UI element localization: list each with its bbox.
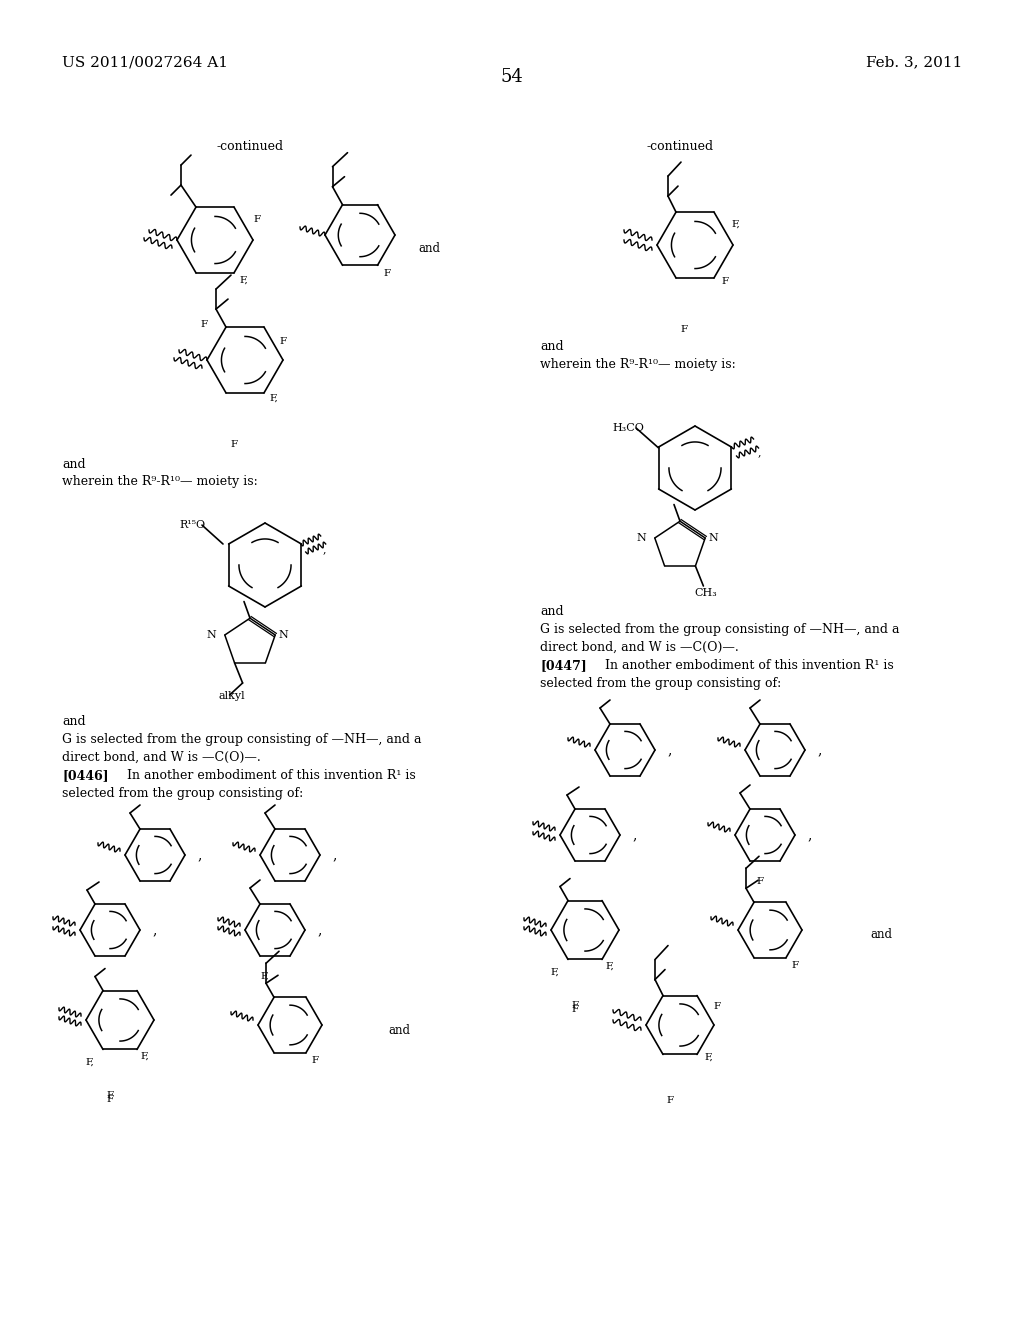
Text: wherein the R⁹-R¹⁰— moiety is:: wherein the R⁹-R¹⁰— moiety is: <box>540 358 736 371</box>
Text: F: F <box>680 325 687 334</box>
Text: F: F <box>253 215 260 223</box>
Text: and: and <box>62 458 86 471</box>
Text: alkyl: alkyl <box>219 690 246 701</box>
Text: G is selected from the group consisting of —NH—, and a: G is selected from the group consisting … <box>540 623 899 636</box>
Text: F: F <box>571 1002 579 1010</box>
Text: F: F <box>714 1002 721 1011</box>
Text: -continued: -continued <box>216 140 284 153</box>
Text: R¹⁵O: R¹⁵O <box>179 520 206 531</box>
Text: ,: , <box>817 743 821 756</box>
Text: selected from the group consisting of:: selected from the group consisting of: <box>540 677 781 690</box>
Text: ,: , <box>758 447 761 457</box>
Text: N: N <box>279 630 288 640</box>
Text: and: and <box>388 1023 410 1036</box>
Text: N: N <box>637 533 646 543</box>
Text: F: F <box>722 277 729 285</box>
Text: F: F <box>757 876 764 886</box>
Text: F: F <box>667 1097 674 1105</box>
Text: F,: F, <box>606 961 614 970</box>
Text: In another embodiment of this invention R¹ is: In another embodiment of this invention … <box>115 770 416 781</box>
Text: N: N <box>207 630 216 640</box>
Text: ,: , <box>632 828 636 842</box>
Text: F,: F, <box>240 276 249 284</box>
Text: ,: , <box>807 828 811 842</box>
Text: ,: , <box>317 923 322 937</box>
Text: F,: F, <box>269 393 279 403</box>
Text: F,: F, <box>140 1051 150 1060</box>
Text: F,: F, <box>86 1057 94 1067</box>
Text: 54: 54 <box>501 69 523 86</box>
Text: ,: , <box>332 847 336 862</box>
Text: CH₃: CH₃ <box>694 587 717 598</box>
Text: direct bond, and W is —C(O)—.: direct bond, and W is —C(O)—. <box>62 751 261 764</box>
Text: H₃CO: H₃CO <box>612 424 644 433</box>
Text: US 2011/0027264 A1: US 2011/0027264 A1 <box>62 55 228 69</box>
Text: direct bond, and W is —C(O)—.: direct bond, and W is —C(O)—. <box>540 642 738 653</box>
Text: and: and <box>870 928 892 941</box>
Text: F: F <box>571 1005 579 1014</box>
Text: -continued: -continued <box>646 140 714 153</box>
Text: F: F <box>106 1092 114 1101</box>
Text: F,: F, <box>705 1053 713 1061</box>
Text: F: F <box>792 961 799 970</box>
Text: ,: , <box>152 923 157 937</box>
Text: N: N <box>709 533 718 543</box>
Text: Feb. 3, 2011: Feb. 3, 2011 <box>865 55 962 69</box>
Text: G is selected from the group consisting of —NH—, and a: G is selected from the group consisting … <box>62 733 422 746</box>
Text: F,: F, <box>551 968 559 977</box>
Text: [0447]: [0447] <box>540 659 587 672</box>
Text: selected from the group consisting of:: selected from the group consisting of: <box>62 787 303 800</box>
Text: F: F <box>311 1056 318 1065</box>
Text: ,: , <box>667 743 672 756</box>
Text: F: F <box>280 337 287 346</box>
Text: F: F <box>230 440 238 449</box>
Text: F,: F, <box>732 219 740 228</box>
Text: and: and <box>418 242 440 255</box>
Text: In another embodiment of this invention R¹ is: In another embodiment of this invention … <box>593 659 894 672</box>
Text: wherein the R⁹-R¹⁰— moiety is:: wherein the R⁹-R¹⁰— moiety is: <box>62 475 258 488</box>
Text: and: and <box>540 341 563 352</box>
Text: F,: F, <box>261 972 269 981</box>
Text: F: F <box>200 319 207 329</box>
Text: ,: , <box>323 544 327 554</box>
Text: and: and <box>540 605 563 618</box>
Text: F: F <box>106 1094 114 1104</box>
Text: F: F <box>383 269 390 279</box>
Text: and: and <box>62 715 86 729</box>
Text: [0446]: [0446] <box>62 770 109 781</box>
Text: ,: , <box>197 847 202 862</box>
